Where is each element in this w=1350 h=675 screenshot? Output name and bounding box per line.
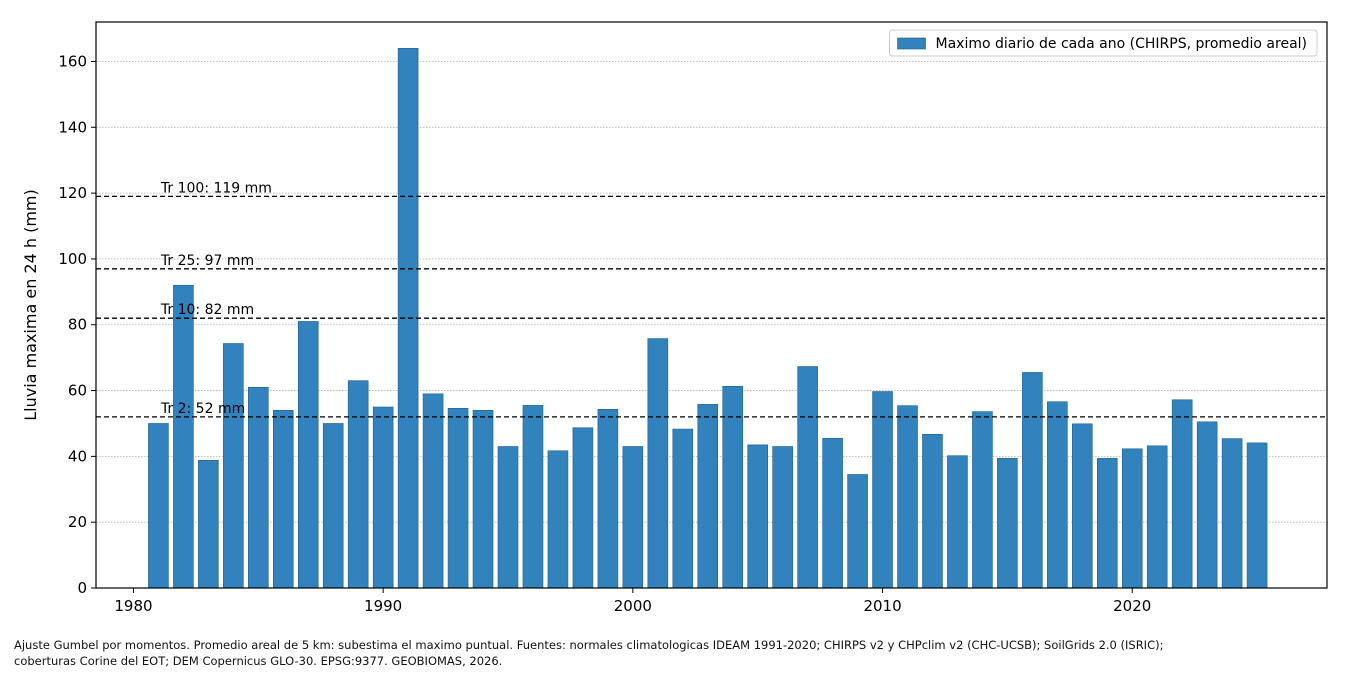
bar bbox=[572, 427, 594, 589]
return-period-label: Tr 10: 82 mm bbox=[160, 302, 254, 318]
legend-box bbox=[889, 29, 1318, 57]
bar bbox=[472, 410, 494, 589]
bar bbox=[947, 455, 968, 589]
y-tick-label: 0 bbox=[77, 579, 87, 597]
bar bbox=[1221, 438, 1243, 589]
bar bbox=[372, 406, 394, 589]
bar bbox=[1096, 458, 1118, 589]
bars bbox=[148, 48, 1268, 589]
bar bbox=[822, 437, 843, 589]
bar bbox=[1246, 442, 1268, 589]
plot-frame bbox=[95, 21, 1328, 589]
x-tick-label: 1990 bbox=[364, 597, 402, 615]
return-period-lines: Tr 2: 52 mm Tr 10: 82 mm Tr 25: 97 mm Tr 10… bbox=[96, 180, 1327, 418]
bar bbox=[1171, 399, 1193, 589]
caption-line-1: Ajuste Gumbel por momentos. Promedio are… bbox=[14, 638, 1164, 652]
bar bbox=[972, 411, 993, 589]
bar bbox=[198, 460, 219, 589]
return-period-label: Tr 100: 119 mm bbox=[160, 180, 272, 196]
y-axis-label: Lluvia maxima en 24 h (mm) bbox=[21, 189, 40, 420]
bar bbox=[672, 428, 694, 589]
bar bbox=[1146, 445, 1168, 589]
bar bbox=[1121, 448, 1143, 589]
x-tick-label: 2020 bbox=[1113, 597, 1151, 615]
axes: 0 20 40 60 80 100 120 140 160 1980 1990 2000 2010 202… bbox=[21, 21, 1328, 615]
bar bbox=[1022, 372, 1043, 589]
bar bbox=[1072, 423, 1093, 589]
bar bbox=[497, 446, 519, 589]
y-tick-label: 60 bbox=[68, 382, 87, 400]
bar bbox=[547, 450, 569, 589]
bar bbox=[647, 338, 669, 589]
bar-chart: Tr 2: 52 mm Tr 10: 82 mm Tr 25: 97 mm Tr 10… bbox=[21, 21, 1328, 615]
bar bbox=[872, 391, 893, 589]
bar bbox=[697, 404, 719, 589]
bar bbox=[422, 393, 444, 589]
legend-swatch bbox=[897, 37, 926, 50]
bar bbox=[522, 405, 544, 589]
bar bbox=[897, 405, 918, 589]
bar bbox=[597, 409, 619, 589]
bar bbox=[1047, 401, 1068, 589]
bar bbox=[747, 444, 768, 589]
bar bbox=[847, 474, 868, 589]
bar bbox=[347, 380, 369, 589]
bar bbox=[772, 446, 793, 589]
bar bbox=[297, 321, 319, 589]
bar bbox=[797, 366, 818, 589]
y-tick-label: 160 bbox=[58, 52, 87, 70]
legend-label: Maximo diario de cada ano (CHIRPS, prome… bbox=[936, 36, 1307, 52]
bar bbox=[223, 343, 244, 589]
y-tick-label: 120 bbox=[58, 184, 87, 202]
return-period-label: Tr 25: 97 mm bbox=[160, 253, 254, 269]
y-tick-label: 100 bbox=[58, 250, 87, 268]
y-tick-label: 20 bbox=[68, 513, 87, 531]
bar bbox=[173, 284, 194, 589]
bar bbox=[922, 434, 943, 589]
figure-caption: Ajuste Gumbel por momentos. Promedio are… bbox=[14, 637, 1334, 669]
x-tick-label: 1980 bbox=[114, 597, 152, 615]
legend: Maximo diario de cada ano (CHIRPS, prome… bbox=[889, 29, 1318, 57]
bar bbox=[322, 423, 344, 589]
x-tick-label: 2010 bbox=[863, 597, 901, 615]
x-tick-label: 2000 bbox=[614, 597, 652, 615]
y-tick-label: 40 bbox=[68, 447, 87, 465]
bar bbox=[622, 446, 644, 589]
return-period-label: Tr 2: 52 mm bbox=[160, 401, 245, 417]
bar bbox=[447, 408, 469, 589]
bar bbox=[272, 410, 294, 589]
y-tick-label: 140 bbox=[58, 118, 87, 136]
bar bbox=[1196, 421, 1218, 589]
y-tick-label: 80 bbox=[68, 316, 87, 334]
caption-line-2: coberturas Corine del EOT; DEM Copernicu… bbox=[14, 654, 503, 668]
bar bbox=[997, 458, 1018, 589]
bar bbox=[148, 423, 169, 589]
